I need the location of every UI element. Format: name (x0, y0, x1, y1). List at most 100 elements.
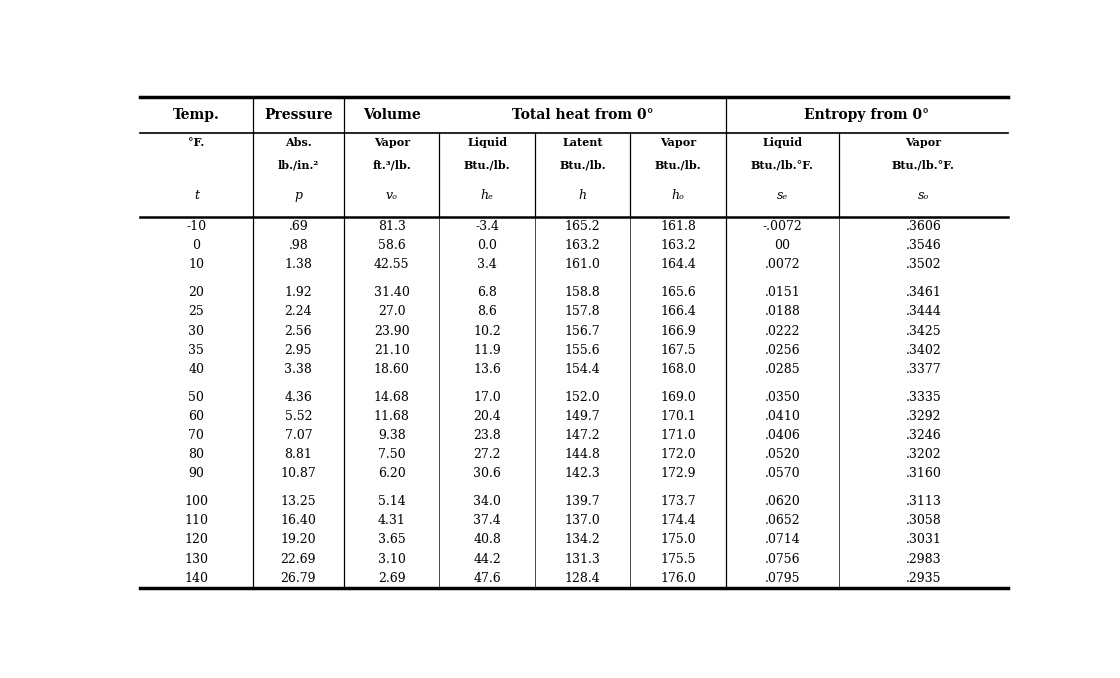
Text: 3.4: 3.4 (477, 258, 497, 271)
Text: 11.9: 11.9 (474, 344, 501, 357)
Text: .0620: .0620 (765, 495, 800, 508)
Text: 21.10: 21.10 (374, 344, 410, 357)
Text: 175.5: 175.5 (661, 553, 696, 565)
Text: 172.9: 172.9 (661, 467, 696, 480)
Text: .0350: .0350 (765, 391, 800, 403)
Text: hₑ: hₑ (480, 189, 494, 203)
Text: 2.56: 2.56 (284, 325, 312, 338)
Text: Btu./lb.: Btu./lb. (559, 159, 606, 170)
Text: 2.24: 2.24 (284, 305, 312, 319)
Text: 44.2: 44.2 (474, 553, 501, 565)
Text: 11.68: 11.68 (374, 410, 410, 423)
Text: Vapor: Vapor (374, 137, 410, 148)
Text: Btu./lb.: Btu./lb. (655, 159, 701, 170)
Text: .3246: .3246 (905, 429, 941, 442)
Text: Btu./lb.°F.: Btu./lb.°F. (892, 159, 955, 170)
Text: 0.0: 0.0 (477, 239, 497, 252)
Text: .3461: .3461 (905, 286, 941, 299)
Text: 149.7: 149.7 (564, 410, 600, 423)
Text: .2935: .2935 (906, 572, 941, 584)
Text: 7.50: 7.50 (377, 448, 405, 461)
Text: 5.52: 5.52 (284, 410, 312, 423)
Text: Volume: Volume (363, 108, 421, 122)
Text: Vapor: Vapor (905, 137, 942, 148)
Text: 156.7: 156.7 (564, 325, 600, 338)
Text: .0795: .0795 (765, 572, 800, 584)
Text: 131.3: 131.3 (564, 553, 600, 565)
Text: 40.8: 40.8 (474, 534, 501, 546)
Text: .0406: .0406 (764, 429, 801, 442)
Text: 163.2: 163.2 (661, 239, 696, 252)
Text: sₑ: sₑ (776, 189, 788, 203)
Text: .3335: .3335 (905, 391, 941, 403)
Text: 5.14: 5.14 (377, 495, 405, 508)
Text: .0256: .0256 (765, 344, 800, 357)
Text: 170.1: 170.1 (661, 410, 696, 423)
Text: .3377: .3377 (906, 363, 941, 376)
Text: -10: -10 (186, 220, 206, 233)
Text: .0756: .0756 (765, 553, 800, 565)
Text: 166.4: 166.4 (660, 305, 697, 319)
Text: 144.8: 144.8 (564, 448, 600, 461)
Text: 31.40: 31.40 (374, 286, 410, 299)
Text: 8.81: 8.81 (284, 448, 312, 461)
Text: Btu./lb.°F.: Btu./lb.°F. (750, 159, 814, 170)
Text: 165.6: 165.6 (661, 286, 696, 299)
Text: 13.25: 13.25 (281, 495, 316, 508)
Text: 4.31: 4.31 (377, 514, 405, 527)
Text: 26.79: 26.79 (281, 572, 316, 584)
Text: 1.92: 1.92 (284, 286, 312, 299)
Text: 14.68: 14.68 (374, 391, 410, 403)
Text: .0570: .0570 (765, 467, 800, 480)
Text: Entropy from 0°: Entropy from 0° (804, 108, 930, 122)
Text: .0151: .0151 (765, 286, 800, 299)
Text: .2983: .2983 (906, 553, 941, 565)
Text: 9.38: 9.38 (377, 429, 405, 442)
Text: hₒ: hₒ (672, 189, 684, 203)
Text: 167.5: 167.5 (661, 344, 696, 357)
Text: 161.8: 161.8 (660, 220, 697, 233)
Text: 50: 50 (188, 391, 204, 403)
Text: .0222: .0222 (765, 325, 800, 338)
Text: Abs.: Abs. (284, 137, 311, 148)
Text: 7.07: 7.07 (284, 429, 312, 442)
Text: 2.95: 2.95 (284, 344, 312, 357)
Text: .69: .69 (289, 220, 308, 233)
Text: 30.6: 30.6 (474, 467, 501, 480)
Text: 2.69: 2.69 (377, 572, 405, 584)
Text: 140: 140 (185, 572, 208, 584)
Text: 90: 90 (188, 467, 204, 480)
Text: 70: 70 (188, 429, 204, 442)
Text: .3502: .3502 (906, 258, 941, 271)
Text: 23.90: 23.90 (374, 325, 410, 338)
Text: t: t (194, 189, 199, 203)
Text: Liquid: Liquid (763, 137, 802, 148)
Text: 110: 110 (185, 514, 208, 527)
Text: °F.: °F. (188, 137, 205, 148)
Text: 10.87: 10.87 (280, 467, 316, 480)
Text: Btu./lb.: Btu./lb. (464, 159, 511, 170)
Text: 137.0: 137.0 (564, 514, 600, 527)
Text: .3425: .3425 (906, 325, 941, 338)
Text: 172.0: 172.0 (661, 448, 696, 461)
Text: 128.4: 128.4 (564, 572, 600, 584)
Text: Temp.: Temp. (172, 108, 220, 122)
Text: 134.2: 134.2 (564, 534, 600, 546)
Text: 47.6: 47.6 (474, 572, 501, 584)
Text: p: p (295, 189, 302, 203)
Text: vₒ: vₒ (385, 189, 398, 203)
Text: 37.4: 37.4 (474, 514, 501, 527)
Text: 154.4: 154.4 (564, 363, 600, 376)
Text: 10.2: 10.2 (474, 325, 501, 338)
Text: 23.8: 23.8 (474, 429, 501, 442)
Text: 30: 30 (188, 325, 205, 338)
Text: 164.4: 164.4 (660, 258, 697, 271)
Text: h: h (579, 189, 587, 203)
Text: 147.2: 147.2 (564, 429, 600, 442)
Text: .3031: .3031 (905, 534, 941, 546)
Text: 176.0: 176.0 (661, 572, 696, 584)
Text: .0652: .0652 (765, 514, 800, 527)
Text: .3546: .3546 (905, 239, 941, 252)
Text: 13.6: 13.6 (474, 363, 501, 376)
Text: 157.8: 157.8 (564, 305, 600, 319)
